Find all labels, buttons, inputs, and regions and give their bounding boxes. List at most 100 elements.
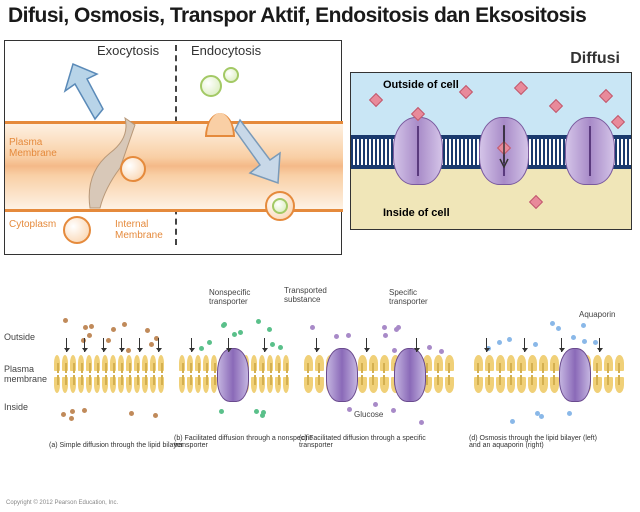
section-a: (a) Simple diffusion through the lipid b… <box>54 300 164 450</box>
diffusion-panel: Outside of cell Inside of cell <box>350 72 632 230</box>
section-d: Aquaporin (d) Osmosis through the lipid … <box>474 300 624 450</box>
protein-c2 <box>394 348 426 402</box>
particle <box>278 345 283 350</box>
caption-a: (a) Simple diffusion through the lipid b… <box>49 442 189 450</box>
plasma-membrane-label: Plasma Membrane <box>9 137 57 159</box>
particle <box>89 324 94 329</box>
particle <box>383 333 388 338</box>
particle <box>550 321 555 326</box>
down-arrow <box>486 338 487 352</box>
particle <box>149 342 154 347</box>
particle <box>334 334 339 339</box>
particle <box>581 323 586 328</box>
down-arrow <box>84 338 85 352</box>
protein-d <box>559 348 591 402</box>
endocytosis-arrow <box>230 115 300 205</box>
copyright-text: Copyright © 2012 Pearson Education, Inc. <box>6 500 118 506</box>
transported-label: Transported substance <box>284 286 327 304</box>
down-arrow <box>264 338 265 352</box>
particle <box>571 335 576 340</box>
internal-membrane-label: Internal Membrane <box>115 219 163 241</box>
caption-b: (b) Facilitated diffusion through a nons… <box>174 435 314 450</box>
exocytosis-title: Exocytosis <box>97 43 159 58</box>
particle <box>396 325 401 330</box>
particle <box>199 346 204 351</box>
outside-row-label: Outside <box>4 332 35 342</box>
transport-types-panel: Outside Plasma membrane Inside (a) Simpl… <box>4 280 632 490</box>
particle <box>419 420 424 425</box>
channel-protein-3 <box>565 117 615 185</box>
inside-row-label: Inside <box>4 402 28 412</box>
membrane-row-label: Plasma membrane <box>4 364 47 384</box>
particle <box>373 402 378 407</box>
particle <box>219 409 224 414</box>
particle <box>310 325 315 330</box>
cytoplasm-label: Cytoplasm <box>9 219 56 230</box>
particle <box>61 412 66 417</box>
particle <box>382 325 387 330</box>
internal-vesicle <box>63 216 91 244</box>
down-arrow <box>599 338 600 352</box>
particle <box>260 413 265 418</box>
particle <box>567 411 572 416</box>
particle <box>126 348 131 353</box>
down-arrow <box>191 338 192 352</box>
particle <box>69 416 74 421</box>
particle <box>238 330 243 335</box>
particle <box>539 414 544 419</box>
main-title: Difusi, Osmosis, Transpor Aktif, Endosit… <box>0 0 640 34</box>
particle <box>427 345 432 350</box>
particle <box>391 408 396 413</box>
diffusion-arrow <box>496 123 512 173</box>
endocytosis-title: Endocytosis <box>191 43 261 58</box>
particle <box>63 318 68 323</box>
down-arrow <box>158 338 159 352</box>
particle <box>270 342 275 347</box>
particle <box>439 349 444 354</box>
particle <box>106 338 111 343</box>
particle <box>153 413 158 418</box>
caption-c: (c) Facilitated diffusion through a spec… <box>299 435 439 450</box>
endo-vesicle <box>265 191 295 221</box>
membrane-d <box>474 355 624 395</box>
particle <box>207 340 212 345</box>
down-arrow <box>524 338 525 352</box>
endo-vesicle-content <box>272 198 288 214</box>
protein-b <box>217 348 249 402</box>
particle <box>122 322 127 327</box>
down-arrow <box>121 338 122 352</box>
glucose-label: Glucose <box>354 410 383 419</box>
particle <box>83 325 88 330</box>
endo-particle-2 <box>223 67 239 83</box>
caption-d: (d) Osmosis through the lipid bilayer (l… <box>469 435 609 450</box>
down-arrow <box>366 338 367 352</box>
lipid-bot-a <box>54 375 164 393</box>
particle <box>510 419 515 424</box>
lipid-bot-d <box>474 375 624 393</box>
particle <box>267 327 272 332</box>
down-arrow <box>316 338 317 352</box>
section-b: Nonspecific transporter (b) Facilitated … <box>179 300 289 450</box>
particle <box>533 342 538 347</box>
exo-vesicle <box>120 156 146 182</box>
specific-label: Specific transporter <box>389 288 428 306</box>
down-arrow <box>561 338 562 352</box>
particle <box>593 340 598 345</box>
down-arrow <box>103 338 104 352</box>
particle <box>70 409 75 414</box>
nonspecific-label: Nonspecific transporter <box>209 288 250 306</box>
down-arrow <box>416 338 417 352</box>
inside-label: Inside of cell <box>383 207 450 219</box>
aquaporin-label: Aquaporin <box>579 310 615 319</box>
down-arrow <box>66 338 67 352</box>
down-arrow <box>228 338 229 352</box>
section-c: Transported substance Specific transport… <box>304 300 454 450</box>
diffusion-title: Diffusi <box>570 50 620 68</box>
membrane-a <box>54 355 164 395</box>
particle <box>346 333 351 338</box>
protein-c1 <box>326 348 358 402</box>
particle <box>254 409 259 414</box>
particle <box>347 407 352 412</box>
particle <box>87 333 92 338</box>
particle <box>256 319 261 324</box>
